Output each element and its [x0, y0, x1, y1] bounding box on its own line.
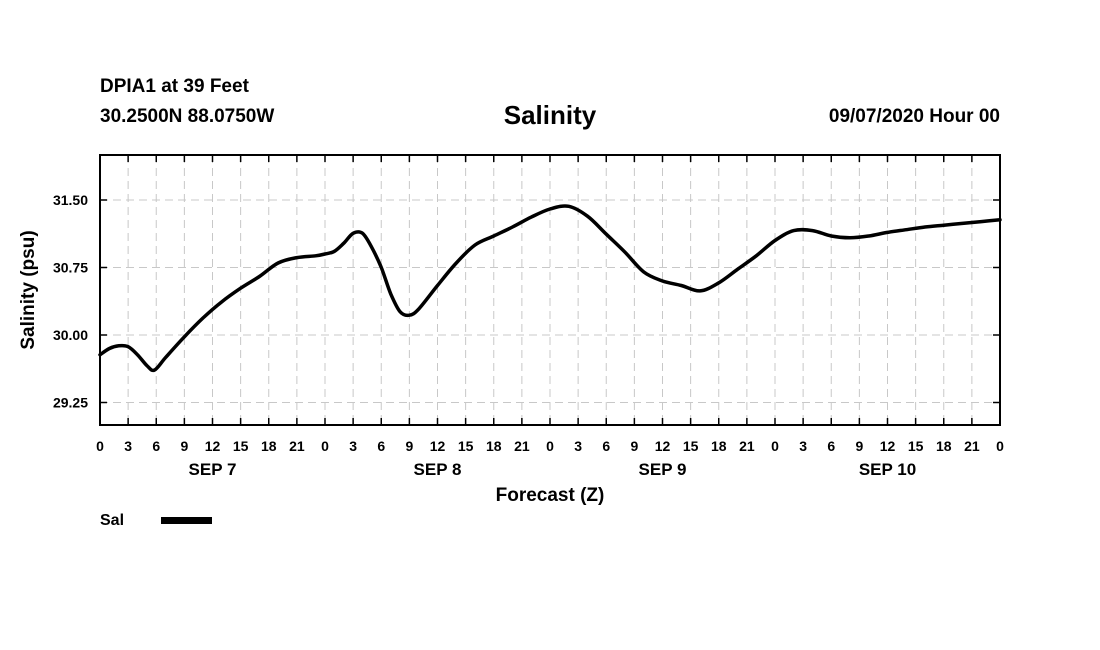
y-tick-label: 30.00 [53, 327, 88, 343]
x-tick-label: 18 [261, 438, 277, 454]
series-line-sal [98, 204, 1002, 373]
legend: Sal [100, 512, 212, 529]
x-tick-label: 3 [349, 438, 357, 454]
x-tick-label: 21 [514, 438, 530, 454]
y-axis-title: Salinity (psu) [18, 230, 39, 349]
x-tick-label: 0 [996, 438, 1004, 454]
x-tick-label: 9 [630, 438, 638, 454]
x-tick-label: 9 [855, 438, 863, 454]
x-tick-label: 18 [711, 438, 727, 454]
y-tick-label: 29.25 [53, 395, 88, 411]
x-tick-label: 15 [233, 438, 249, 454]
x-tick-label: 18 [936, 438, 952, 454]
x-tick-label: 15 [458, 438, 474, 454]
x-tick-label: 0 [546, 438, 554, 454]
day-label: SEP 8 [414, 460, 462, 479]
x-tick-label: 6 [602, 438, 610, 454]
x-tick-label: 21 [964, 438, 980, 454]
x-tick-label: 0 [771, 438, 779, 454]
x-tick-label: 0 [321, 438, 329, 454]
y-tick-label: 30.75 [53, 260, 88, 276]
x-tick-label: 3 [124, 438, 132, 454]
chart-title: Salinity [503, 100, 597, 130]
coordinates-label: 30.2500N 88.0750W [100, 106, 275, 127]
legend-label: Sal [100, 512, 124, 529]
x-tick-label: 12 [880, 438, 896, 454]
ticks: 0 3 6 9 12 15 18 21 0 3 6 9 12 15 18 21 0 3 6 9 12 15 18 21 0 3 6 9… [53, 155, 1004, 479]
day-label: SEP 9 [639, 460, 687, 479]
x-tick-label: 21 [739, 438, 755, 454]
x-tick-label: 0 [96, 438, 104, 454]
x-tick-label: 15 [908, 438, 924, 454]
x-tick-label: 12 [205, 438, 221, 454]
x-tick-label: 6 [827, 438, 835, 454]
y-tick-label: 31.50 [53, 192, 88, 208]
x-axis-title: Forecast (Z) [496, 485, 605, 506]
legend-swatch [161, 517, 212, 524]
station-label: DPIA1 at 39 Feet [100, 76, 249, 97]
x-tick-label: 9 [405, 438, 413, 454]
x-tick-label: 12 [430, 438, 446, 454]
x-tick-label: 21 [289, 438, 305, 454]
x-tick-label: 3 [799, 438, 807, 454]
series-layer [98, 204, 1002, 373]
x-tick-label: 15 [683, 438, 699, 454]
x-tick-label: 18 [486, 438, 502, 454]
x-tick-label: 3 [574, 438, 582, 454]
forecast-datetime: 09/07/2020 Hour 00 [828, 106, 1000, 127]
x-tick-label: 12 [655, 438, 671, 454]
day-label: SEP 10 [859, 460, 916, 479]
day-label: SEP 7 [189, 460, 237, 479]
x-tick-label: 6 [152, 438, 160, 454]
x-tick-label: 9 [180, 438, 188, 454]
x-tick-label: 6 [377, 438, 385, 454]
